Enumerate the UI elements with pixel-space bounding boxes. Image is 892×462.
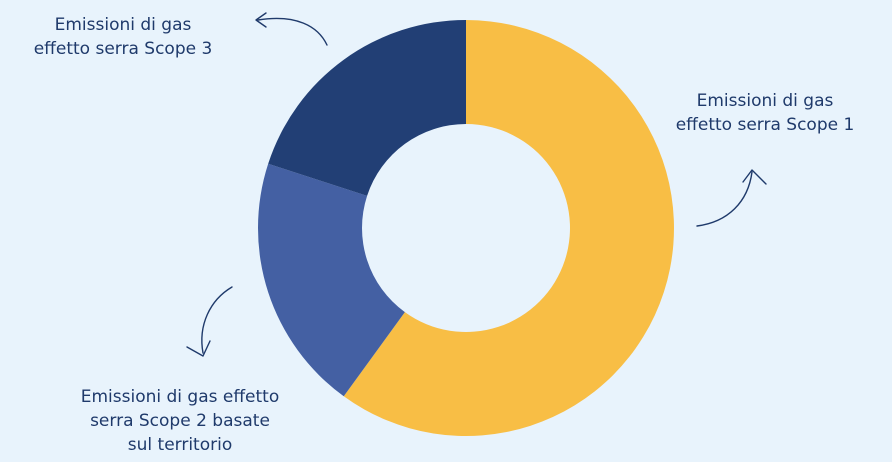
donut-slice-2 — [257, 163, 405, 397]
scope2-arrow-icon — [186, 286, 233, 357]
scope1-label-line: effetto serra Scope 1 — [675, 115, 855, 135]
scope2-label-line: serra Scope 2 basate — [90, 411, 270, 431]
scope2-label: Emissioni di gas effetto serra Scope 2 b… — [30, 385, 330, 457]
donut-slice-1 — [343, 20, 674, 436]
scope2-label-line: Emissioni di gas effetto — [80, 387, 280, 407]
scope1-label: Emissioni di gas effetto serra Scope 1 — [642, 89, 888, 137]
scope3-label-line: effetto serra Scope 3 — [33, 39, 213, 59]
scope3-arrow-icon — [255, 12, 328, 46]
scope1-arrow-icon — [696, 169, 767, 227]
scope1-label-line: Emissioni di gas — [696, 91, 834, 111]
scope2-label-line: sul territorio — [127, 435, 233, 455]
scope3-label-line: Emissioni di gas — [54, 15, 192, 35]
scope3-label: Emissioni di gas effetto serra Scope 3 — [0, 13, 246, 61]
donut-slice-3 — [268, 20, 466, 196]
donut-slices — [257, 20, 674, 436]
